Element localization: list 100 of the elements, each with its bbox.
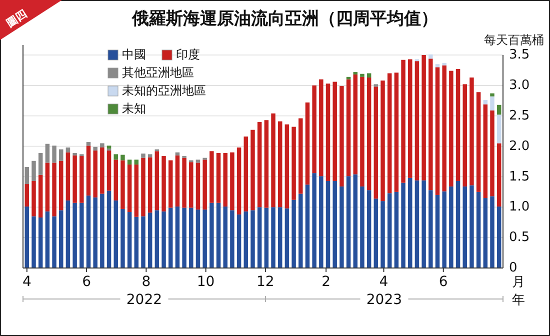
bar	[428, 58, 433, 190]
bar	[32, 160, 36, 181]
bar	[442, 65, 446, 192]
bar	[114, 154, 118, 160]
bar	[496, 206, 502, 268]
bar	[154, 210, 160, 268]
bar	[182, 158, 186, 208]
bar	[422, 55, 426, 180]
bar	[435, 67, 440, 195]
bar	[100, 143, 104, 148]
bar	[52, 146, 56, 163]
bar	[59, 210, 64, 268]
bar	[45, 162, 50, 212]
bar	[66, 148, 70, 152]
bar	[366, 190, 372, 268]
bar	[230, 210, 234, 268]
bar	[422, 180, 426, 268]
bar	[490, 93, 494, 96]
bar	[428, 54, 433, 59]
bar	[134, 216, 139, 268]
bar	[360, 186, 364, 268]
bar	[271, 207, 276, 268]
bar	[332, 82, 337, 181]
y-tick-label: 3.0	[509, 78, 530, 93]
bar	[271, 113, 276, 208]
y-tick-label: 1.0	[509, 200, 530, 215]
bar	[346, 76, 351, 80]
bar	[340, 186, 344, 268]
bar	[141, 216, 146, 268]
bar	[196, 160, 200, 163]
bar	[120, 154, 125, 160]
bar	[106, 146, 112, 149]
bar	[346, 79, 351, 176]
bar	[100, 194, 104, 268]
bar	[86, 146, 91, 196]
bar	[66, 200, 70, 268]
bar	[387, 193, 392, 268]
bar	[32, 216, 36, 268]
bar	[380, 201, 385, 268]
x-tick-label: 6	[82, 274, 92, 290]
y-tick-label: 2.0	[509, 138, 530, 154]
bar	[374, 86, 378, 199]
bar	[360, 74, 364, 77]
bar	[449, 186, 454, 268]
bar	[66, 152, 70, 200]
bar	[148, 154, 152, 158]
bar	[93, 146, 98, 151]
bar	[230, 152, 234, 210]
bar	[148, 157, 152, 213]
bar	[210, 202, 214, 268]
bar	[483, 100, 488, 104]
bar	[312, 85, 316, 174]
bar	[38, 152, 43, 175]
x-tick-label: 4	[22, 274, 32, 290]
bar	[86, 142, 91, 146]
bar	[80, 156, 84, 203]
bar	[470, 185, 474, 268]
legend-label: 印度	[176, 47, 200, 62]
x-tick-label: 8	[142, 274, 151, 290]
bar	[346, 176, 351, 268]
bar	[435, 64, 440, 68]
bar	[72, 202, 77, 268]
y-tick-label: 0.5	[509, 230, 530, 246]
bar	[24, 184, 30, 207]
bar	[236, 214, 242, 268]
bar	[278, 207, 282, 268]
bar	[414, 180, 420, 268]
y-tick-label: 0	[509, 260, 518, 276]
bar	[114, 160, 118, 200]
bar	[223, 152, 228, 207]
bar	[162, 156, 166, 212]
bar	[80, 202, 84, 268]
bar	[298, 194, 303, 268]
bar	[496, 143, 502, 207]
bar	[366, 78, 372, 190]
bar	[59, 149, 64, 161]
bar	[442, 191, 446, 268]
bar	[442, 62, 446, 66]
bar	[114, 200, 118, 268]
bar	[127, 160, 132, 165]
bar	[476, 192, 481, 268]
bar	[312, 173, 316, 268]
bar	[244, 211, 248, 268]
bar	[462, 84, 467, 186]
bar	[202, 210, 207, 268]
x-tick-label: 12	[256, 274, 274, 290]
bar	[120, 160, 125, 209]
x-tick-label: 10	[196, 274, 215, 290]
bar	[210, 151, 214, 203]
bar	[284, 208, 290, 268]
bar	[264, 120, 269, 208]
bar	[496, 104, 502, 115]
bar	[292, 200, 296, 268]
bar	[340, 86, 344, 186]
legend-label: 其他亞洲地區	[122, 65, 194, 80]
bar	[435, 194, 440, 268]
bar	[490, 196, 494, 268]
bar	[148, 212, 152, 268]
legend-label: 未知的亞洲地區	[122, 83, 206, 98]
bar	[250, 210, 255, 268]
